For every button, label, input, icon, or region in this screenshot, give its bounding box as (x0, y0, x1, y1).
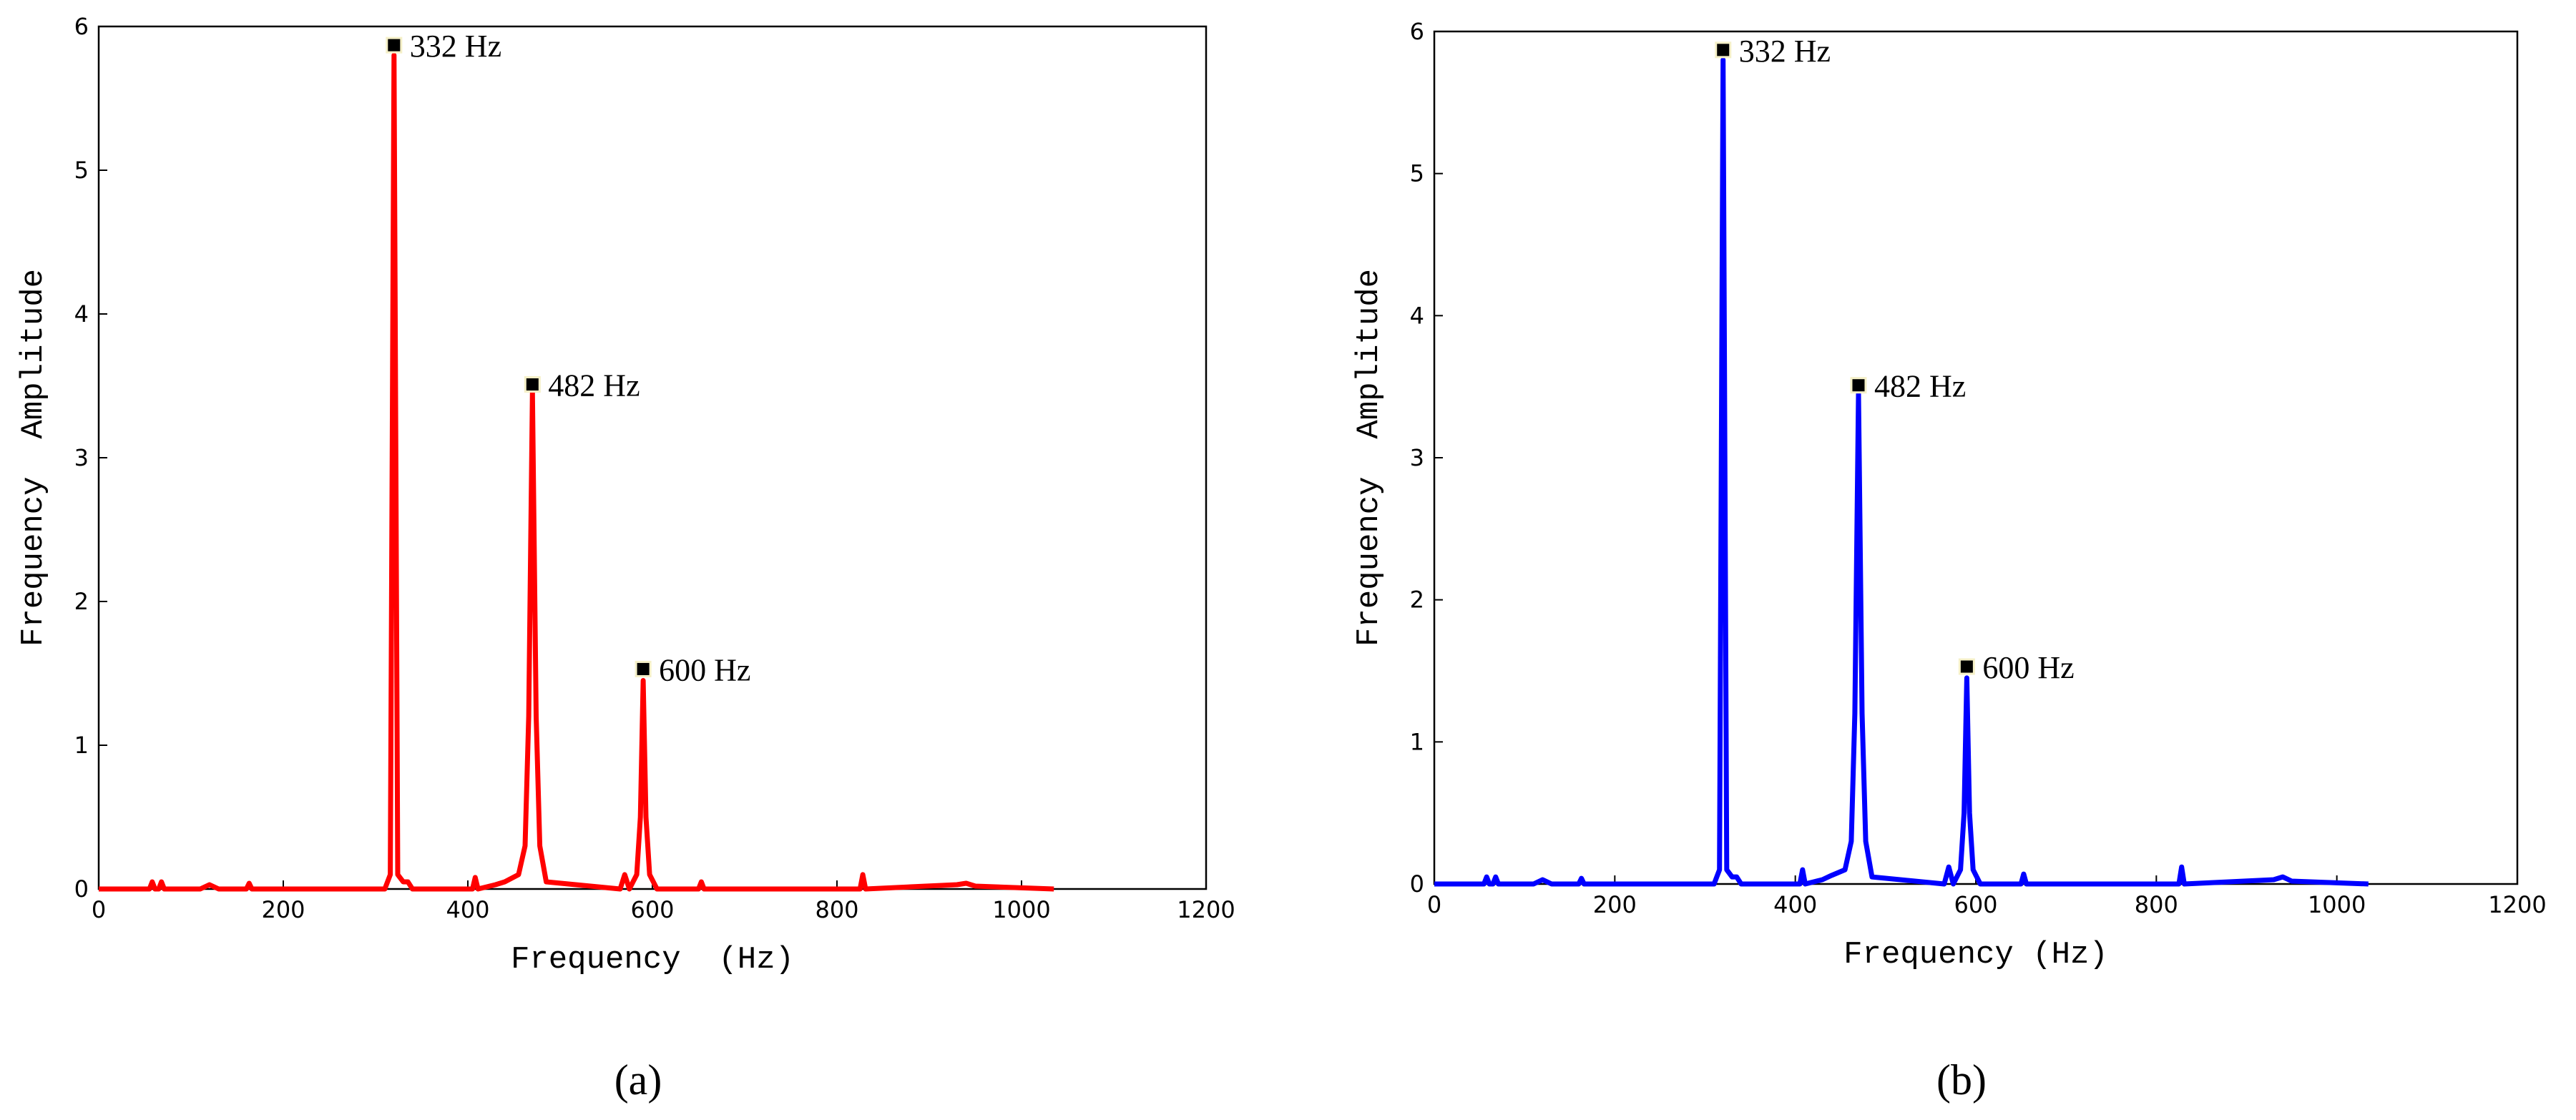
y-tick-label: 6 (74, 13, 89, 40)
y-tick-label: 2 (1410, 586, 1424, 614)
y-tick-label: 3 (74, 444, 89, 471)
peak-marker (1850, 377, 1867, 394)
x-tick-label: 1000 (2308, 891, 2366, 918)
spectrum-line (1434, 57, 2369, 887)
x-tick-label: 1000 (992, 896, 1050, 923)
x-tick-label: 800 (815, 896, 858, 923)
y-tick-label: 0 (1410, 870, 1424, 898)
plot-frame (1433, 30, 2519, 885)
x-tick-label: 200 (261, 896, 305, 923)
peak-label: 600 Hz (1982, 650, 2074, 685)
spectrum-line (99, 52, 1054, 892)
y-tick-label: 5 (1410, 160, 1424, 187)
peak-label: 600 Hz (659, 652, 750, 687)
peak-label: 482 Hz (548, 368, 640, 403)
x-tick-label: 400 (446, 896, 489, 923)
y-tick-label: 3 (1410, 444, 1424, 471)
y-tick-label: 5 (74, 157, 89, 184)
y-axis-label: Frequency Amplitude (1351, 269, 1387, 647)
x-axis-label: Frequency (Hz) (1843, 937, 2108, 973)
y-tick-label: 2 (74, 588, 89, 615)
x-tick-label: 600 (630, 896, 674, 923)
x-tick-label: 0 (92, 896, 106, 923)
y-tick-label: 6 (1410, 18, 1424, 45)
x-tick-label: 1200 (1177, 896, 1235, 923)
peak-label: 482 Hz (1874, 369, 1966, 404)
x-tick-label: 400 (1773, 891, 1817, 918)
peak-marker (1958, 658, 1975, 675)
y-axis-label: Frequency Amplitude (16, 269, 52, 647)
peak-label: 332 Hz (410, 29, 501, 64)
y-tick-label: 4 (1410, 302, 1424, 329)
y-tick-label: 0 (74, 875, 89, 903)
x-tick-label: 1200 (2488, 891, 2546, 918)
x-axis-label: Frequency (Hz) (511, 942, 794, 978)
plot-frame (97, 25, 1208, 890)
x-tick-label: 600 (1954, 891, 1997, 918)
y-tick-label: 1 (74, 732, 89, 759)
x-tick-label: 200 (1593, 891, 1637, 918)
peak-marker (1715, 41, 1732, 59)
peak-label: 332 Hz (1739, 34, 1831, 69)
x-tick-label: 800 (2135, 891, 2178, 918)
y-tick-label: 4 (74, 300, 89, 328)
peak-marker (524, 375, 541, 393)
x-tick-label: 0 (1427, 891, 1441, 918)
peak-marker (635, 660, 652, 677)
caption: (b) (1936, 1056, 1987, 1104)
caption: (a) (614, 1056, 662, 1104)
peak-marker (386, 36, 403, 54)
y-tick-label: 1 (1410, 728, 1424, 755)
